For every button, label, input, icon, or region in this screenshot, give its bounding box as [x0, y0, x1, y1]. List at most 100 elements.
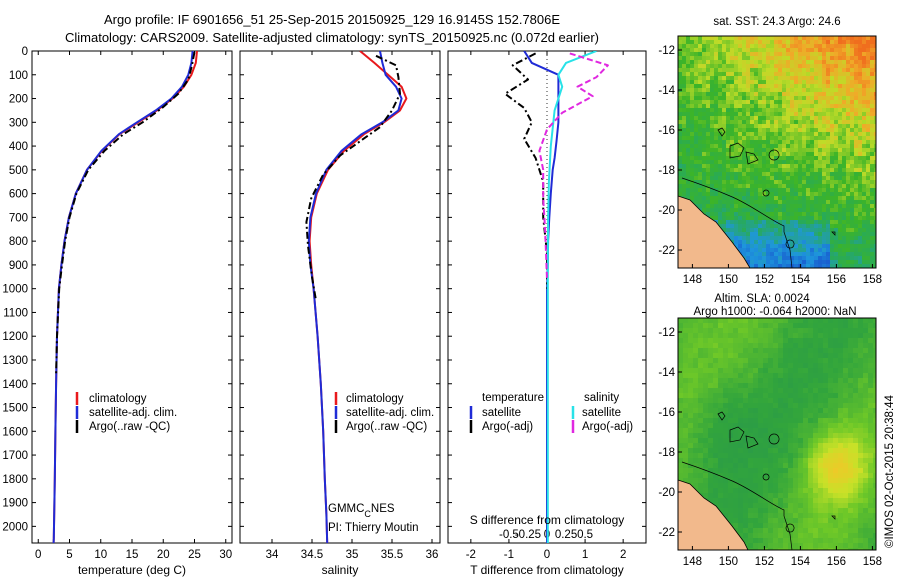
map-cell: [770, 248, 775, 253]
map-cell: [782, 140, 787, 145]
map-cell: [728, 488, 734, 494]
map-cell: [798, 72, 803, 77]
map-cell: [722, 164, 727, 169]
map-cell: [734, 212, 739, 217]
map-cell: [702, 124, 707, 129]
map-cell: [866, 232, 871, 237]
map-cell: [714, 176, 719, 181]
map-cell: [798, 463, 804, 469]
map-cell: [858, 168, 863, 173]
map-cell: [683, 383, 689, 389]
map-cell: [770, 64, 775, 69]
map-cell: [742, 100, 747, 105]
map-cell: [738, 373, 744, 379]
map-cell: [814, 180, 819, 185]
map-cell: [750, 164, 755, 169]
map-cell: [802, 264, 807, 268]
map-cell: [818, 108, 823, 113]
map-cell: [733, 318, 739, 324]
map-cell: [743, 393, 749, 399]
map-cell: [783, 433, 789, 439]
map-cell: [813, 468, 819, 474]
map-cell: [798, 36, 803, 41]
map-cell: [718, 160, 723, 165]
map-cell: [693, 473, 699, 479]
map-cell: [846, 220, 851, 225]
map-cell: [866, 36, 871, 41]
map-cell: [783, 373, 789, 379]
map-cell: [823, 503, 829, 509]
map-cell: [738, 328, 744, 334]
map-cell: [858, 518, 864, 524]
map-cell: [778, 388, 784, 394]
y-tick-label: 900: [9, 260, 28, 272]
map-cell: [828, 483, 834, 489]
map-cell: [762, 212, 767, 217]
map-cell: [833, 493, 839, 499]
map-cell: [768, 503, 774, 509]
map-cell: [698, 188, 703, 193]
map-cell: [758, 100, 763, 105]
map-cell: [848, 338, 854, 344]
map-cell: [846, 252, 851, 257]
map-cell: [758, 172, 763, 177]
map-cell: [803, 518, 809, 524]
map-cell: [754, 172, 759, 177]
map-cell: [822, 128, 827, 133]
map-cell: [823, 513, 829, 519]
map-cell: [708, 358, 714, 364]
map-cell: [766, 248, 771, 253]
map-cell: [678, 433, 684, 439]
map-cell: [710, 164, 715, 169]
map-cell: [714, 152, 719, 157]
map-cell: [678, 428, 684, 434]
map-cell: [823, 518, 829, 524]
map-cell: [710, 188, 715, 193]
map-cell: [686, 124, 691, 129]
map-cell: [774, 260, 779, 265]
map-cell: [838, 260, 843, 265]
map-cell: [733, 443, 739, 449]
map-cell: [866, 180, 871, 185]
map-cell: [694, 52, 699, 57]
map-cell: [768, 478, 774, 484]
map-cell: [714, 200, 719, 205]
map-cell: [688, 403, 694, 409]
map-cell: [850, 256, 855, 261]
map-cell: [762, 76, 767, 81]
map-cell: [793, 493, 799, 499]
map-cell: [770, 212, 775, 217]
map-cell: [838, 453, 844, 459]
map-cell: [733, 413, 739, 419]
map-cell: [726, 204, 731, 209]
map-cell: [793, 533, 799, 539]
map-cell: [778, 348, 784, 354]
map-cell: [826, 192, 831, 197]
map-cell: [738, 358, 744, 364]
map-cell: [693, 328, 699, 334]
map-cell: [814, 212, 819, 217]
map-cell: [782, 80, 787, 85]
map-cell: [862, 116, 867, 121]
map-cell: [794, 264, 799, 268]
map-cell: [794, 108, 799, 113]
map-cell: [722, 44, 727, 49]
map-cell: [743, 373, 749, 379]
map-cell: [798, 323, 804, 329]
map-cell: [694, 176, 699, 181]
map-cell: [842, 240, 847, 245]
map-cell: [714, 116, 719, 121]
map-cell: [853, 468, 859, 474]
map-cell: [874, 208, 876, 213]
map-cell: [828, 418, 834, 424]
map-cell: [786, 44, 791, 49]
map-cell: [838, 264, 843, 268]
map-cell: [803, 473, 809, 479]
map-cell: [790, 116, 795, 121]
map-cell: [754, 136, 759, 141]
map-cell: [802, 260, 807, 265]
map-cell: [768, 538, 774, 544]
map-cell: [858, 333, 864, 339]
map-cell: [766, 236, 771, 241]
map-cell: [858, 252, 863, 257]
